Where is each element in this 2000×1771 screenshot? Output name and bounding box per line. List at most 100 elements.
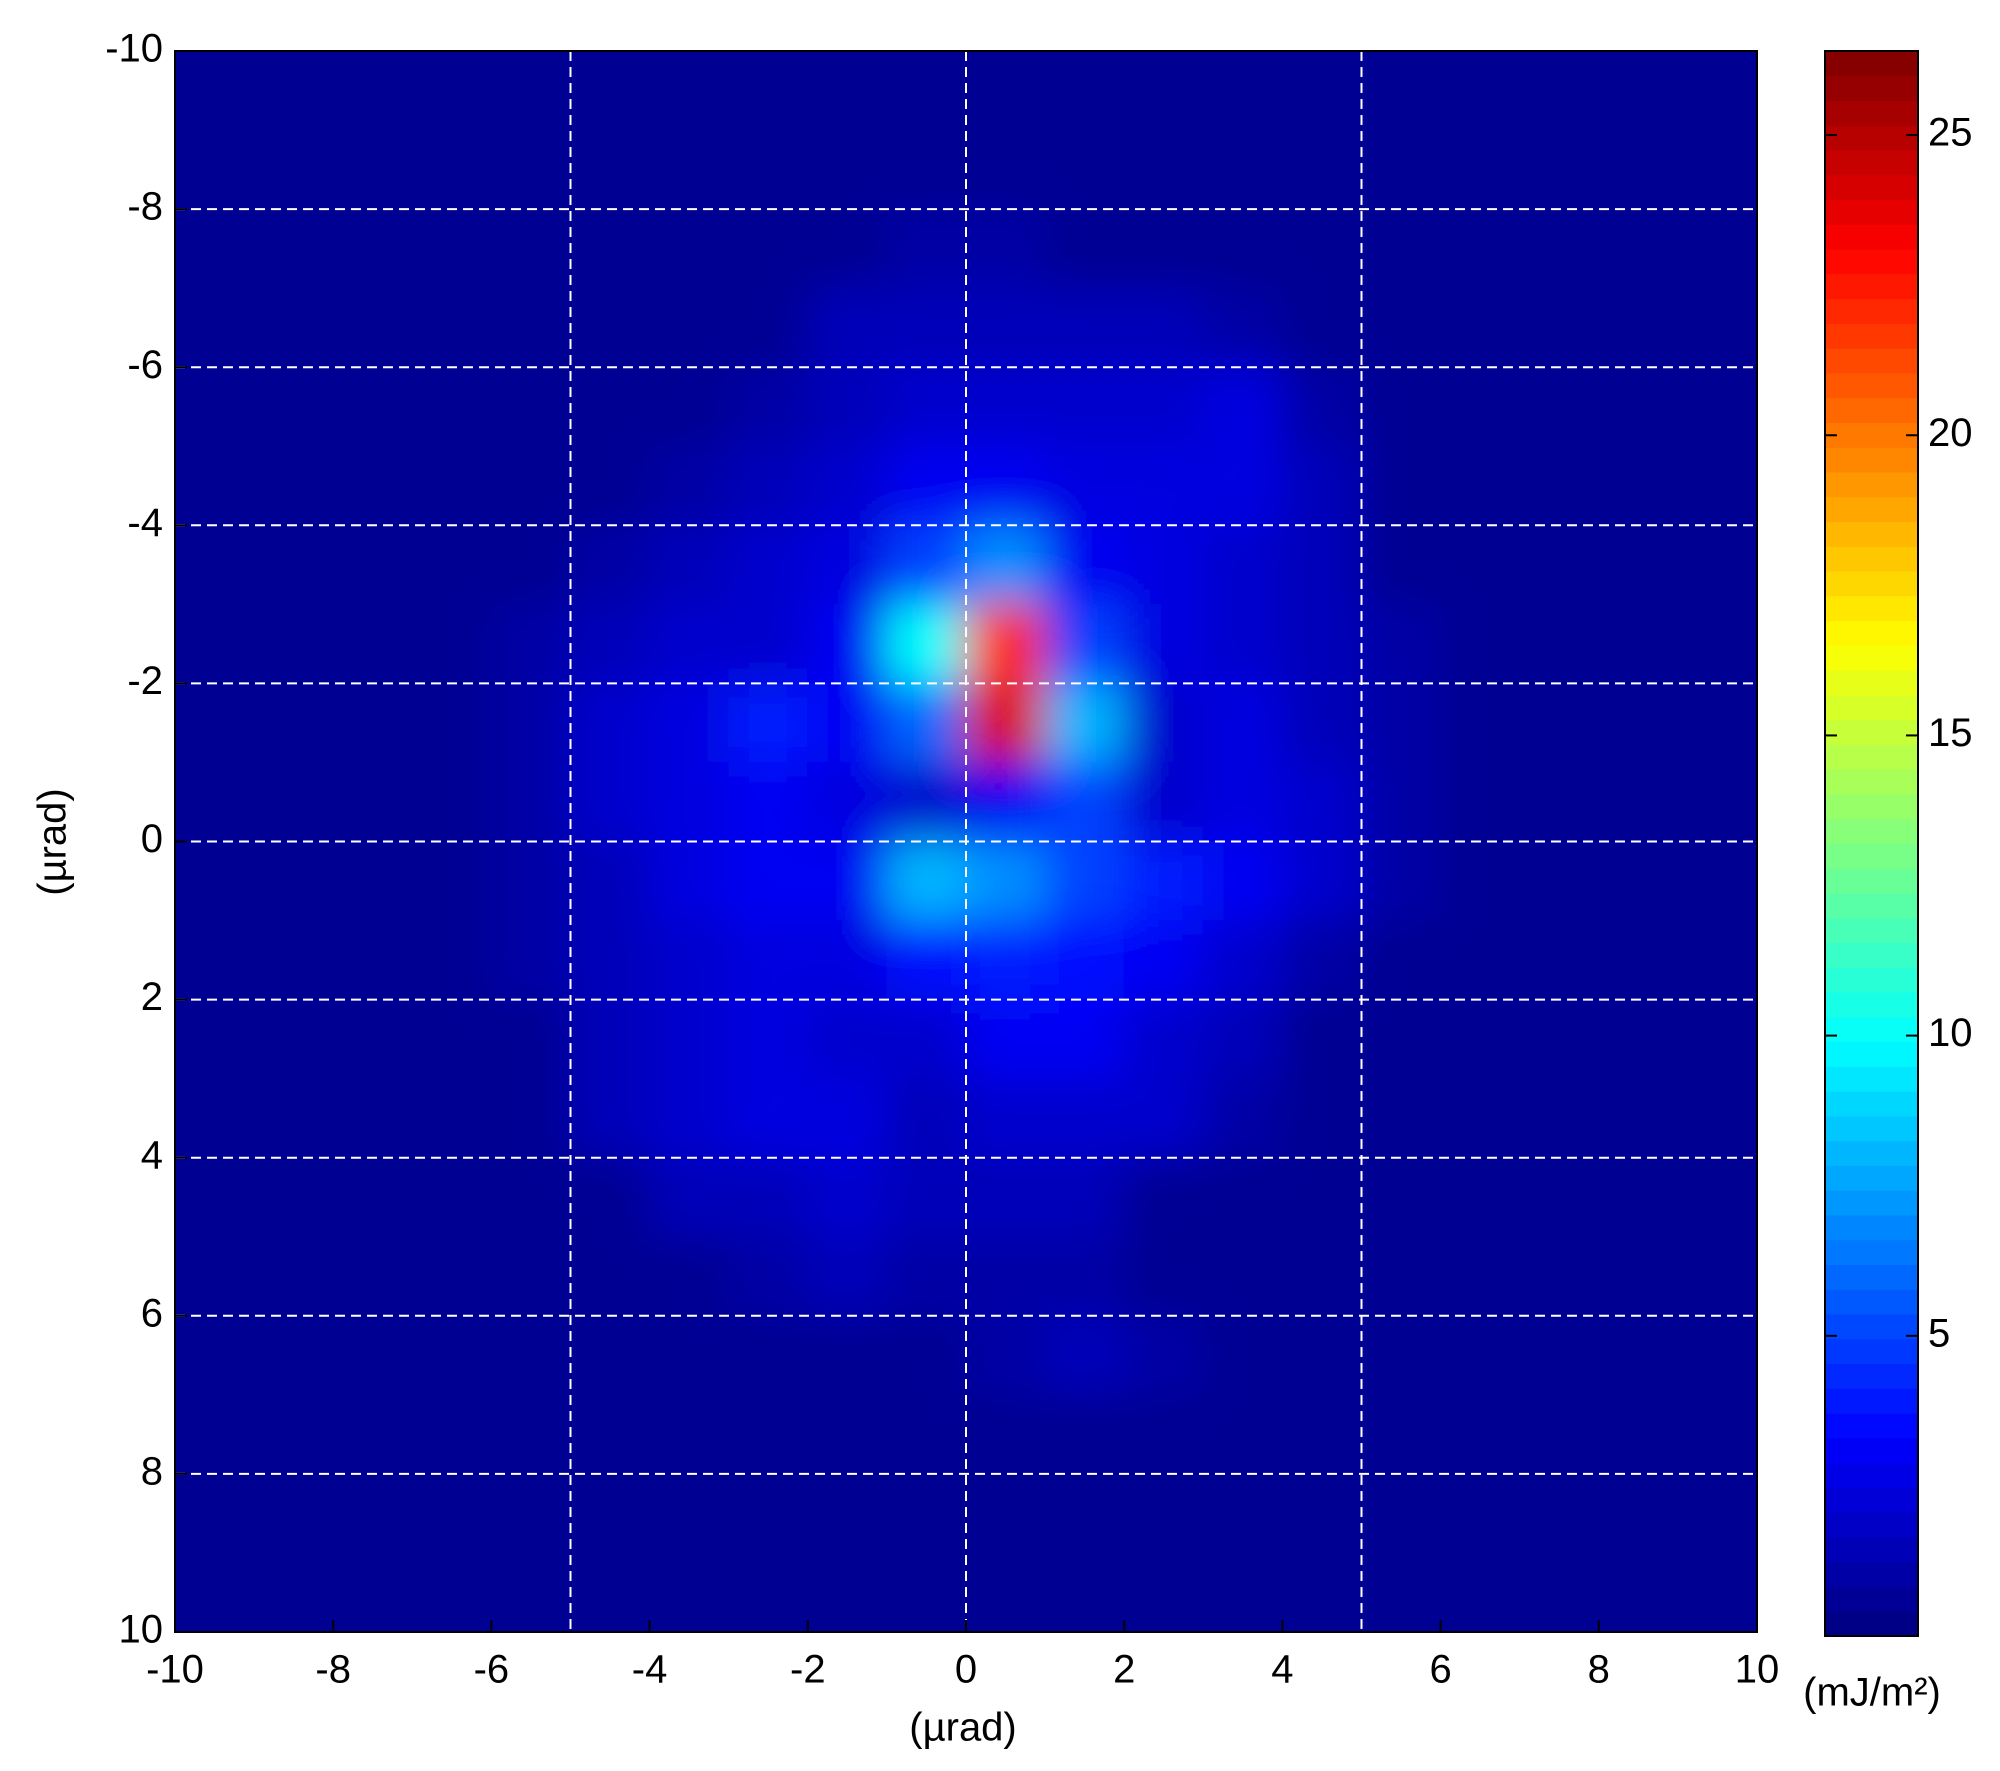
heat-cell <box>1361 1552 1442 1632</box>
y-tick-label: -8 <box>127 185 163 229</box>
x-tick-label: -8 <box>315 1648 351 1692</box>
heat-cell <box>1519 1315 1600 1396</box>
colorbar-step <box>1825 100 1918 126</box>
colorbar-step <box>1825 1536 1918 1563</box>
heat-cell <box>1598 51 1679 131</box>
heat-cell <box>1123 920 1204 1001</box>
heat-cell <box>253 1473 334 1554</box>
heat-cell <box>570 524 651 605</box>
colorbar-step <box>1825 1338 1918 1365</box>
heat-cell <box>253 1157 334 1238</box>
colorbar-tick-label: 25 <box>1928 111 1973 155</box>
colorbar-step <box>1825 1065 1918 1092</box>
heat-cell <box>965 1473 1046 1554</box>
heat-cell <box>490 51 571 131</box>
x-tick-label: 4 <box>1271 1648 1293 1692</box>
heat-cell <box>1598 1236 1679 1317</box>
heat-cell <box>807 682 888 763</box>
heat-cell <box>253 1236 334 1317</box>
heat-cell <box>1044 1552 1125 1632</box>
heat-cell <box>253 841 334 922</box>
heat-cell <box>807 1157 888 1238</box>
heat-cell <box>253 999 334 1080</box>
heat-cell <box>1361 1157 1442 1238</box>
heat-cell <box>1123 51 1204 131</box>
heat-cell <box>175 366 255 447</box>
heat-cell <box>1044 208 1125 289</box>
colorbar-step <box>1825 892 1918 919</box>
heat-cell <box>965 51 1046 131</box>
colorbar-step <box>1825 917 1918 944</box>
heat-cell <box>886 1157 967 1238</box>
heat-cell <box>965 129 1046 210</box>
heat-cell <box>1598 1552 1679 1632</box>
heat-cell <box>332 524 413 605</box>
heat-cell <box>332 761 413 842</box>
heat-cell <box>728 208 809 289</box>
heat-cell <box>728 129 809 210</box>
heat-cell <box>728 445 809 526</box>
heat-cell <box>1123 999 1204 1080</box>
colorbar-step <box>1825 942 1918 968</box>
heat-cell <box>807 761 888 842</box>
heat-cell <box>1519 366 1600 447</box>
heat-cell <box>253 129 334 210</box>
heat-cell <box>1202 524 1283 605</box>
heat-cell <box>1598 1157 1679 1238</box>
heat-cell <box>570 1236 651 1317</box>
colorbar-step <box>1825 1016 1918 1043</box>
heat-cell <box>1361 129 1442 210</box>
heat-cell <box>1598 129 1679 210</box>
colorbar-step <box>1825 347 1918 374</box>
heat-cell <box>807 208 888 289</box>
heat-cell <box>1519 1157 1600 1238</box>
heat-cell <box>332 1552 413 1632</box>
colorbar-step <box>1825 620 1918 646</box>
heat-cell <box>490 208 571 289</box>
heat-cell <box>728 1315 809 1396</box>
heat-cell <box>1598 1394 1679 1475</box>
y-tick-label: 10 <box>119 1608 164 1652</box>
colorbar-step <box>1825 1288 1918 1315</box>
heat-cell <box>1519 920 1600 1001</box>
heat-cell <box>807 1552 888 1632</box>
heat-cell <box>728 1157 809 1238</box>
heat-cell <box>965 1552 1046 1632</box>
heat-cell <box>807 1394 888 1475</box>
heat-cell <box>1044 1473 1125 1554</box>
colorbar-step <box>1825 818 1918 844</box>
colorbar-step <box>1825 397 1918 423</box>
heat-cell <box>1519 841 1600 922</box>
colorbar-step <box>1825 372 1918 399</box>
heat-cell <box>411 682 492 763</box>
heat-cell <box>570 1552 651 1632</box>
heat-cell <box>649 682 730 763</box>
heat-cell <box>728 603 809 684</box>
heat-cell <box>965 920 1046 1001</box>
heat-cell <box>411 1236 492 1317</box>
heat-cell <box>411 1394 492 1475</box>
heat-cell <box>1202 1157 1283 1238</box>
heat-cell <box>1519 1236 1600 1317</box>
heat-cell <box>490 524 571 605</box>
heat-cell <box>1202 129 1283 210</box>
colorbar-step <box>1825 1486 1918 1513</box>
heat-cell <box>570 1078 651 1159</box>
heat-cell <box>1281 366 1362 447</box>
heat-cell <box>175 287 255 368</box>
colorbar-step <box>1825 273 1918 300</box>
heat-cell <box>570 129 651 210</box>
heat-cell <box>965 603 1046 684</box>
heat-cell <box>1044 51 1125 131</box>
heat-cell <box>332 999 413 1080</box>
y-tick-label: 8 <box>141 1449 163 1493</box>
heat-cell <box>649 129 730 210</box>
heat-cell <box>886 1236 967 1317</box>
heat-cell <box>1202 366 1283 447</box>
heat-cell <box>411 1315 492 1396</box>
heat-cell <box>1281 920 1362 1001</box>
y-tick-label: 2 <box>141 975 163 1019</box>
heat-cell <box>1519 1078 1600 1159</box>
colorbar-step <box>1825 421 1918 448</box>
heat-cell <box>1123 841 1204 922</box>
